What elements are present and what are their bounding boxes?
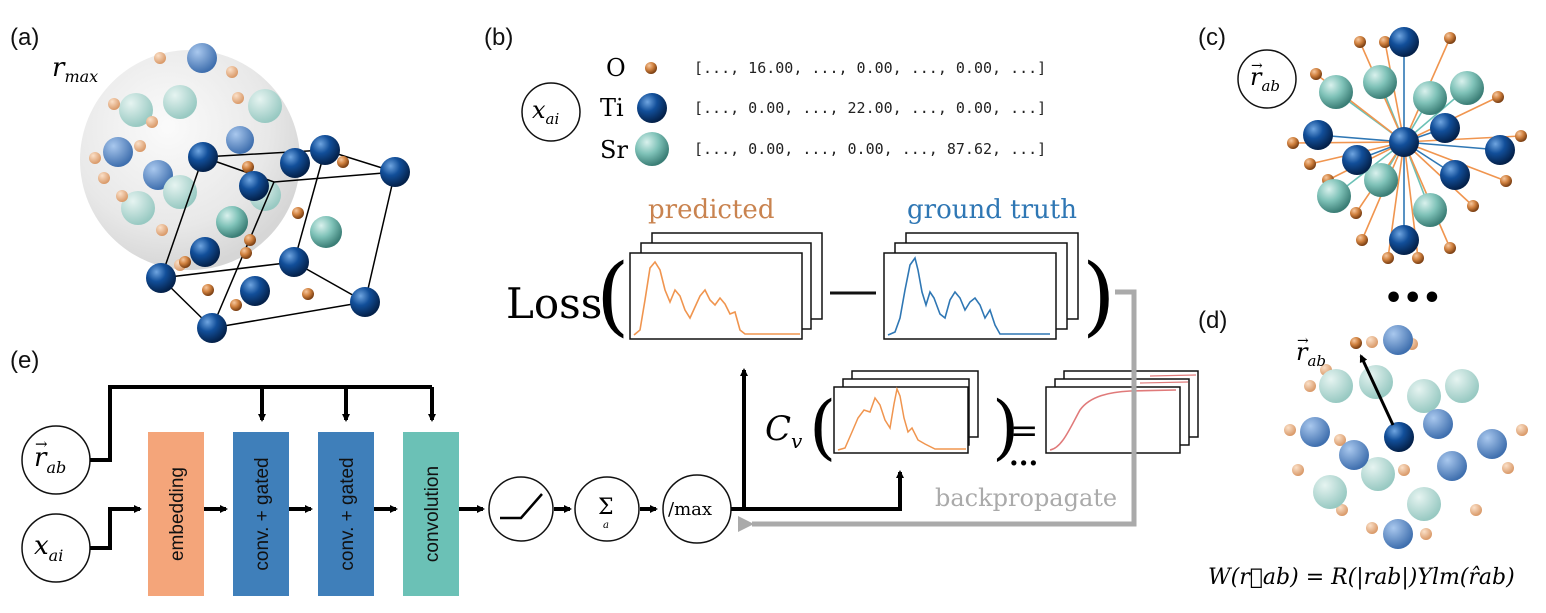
panel-b-encoding: xai O [..., 16.00, ..., 0.00, ..., 0.00,… — [521, 54, 1046, 166]
sum-symbol: Σ — [598, 495, 614, 520]
conv-gated-block-1: conv. + gated — [233, 432, 289, 596]
center-ti-atom — [1384, 422, 1414, 452]
atom-vector-sr: [..., 0.00, ..., 0.00, ..., 87.62, ...] — [694, 140, 1046, 158]
relu-node — [488, 476, 554, 542]
panel-b-loss: predicted ground truth Loss ( ) — [506, 195, 1116, 346]
ground-truth-label: ground truth — [907, 195, 1077, 225]
loss-close-paren: ) — [1082, 246, 1116, 346]
ground-truth-curve — [887, 256, 1050, 336]
atom-vector-o: [..., 16.00, ..., 0.00, ..., 0.00, ...] — [694, 59, 1046, 77]
neighbor-atoms — [1287, 27, 1527, 264]
atom-row-o: O [..., 16.00, ..., 0.00, ..., 0.00, ...… — [606, 54, 1046, 82]
panel-label-a: (a) — [10, 24, 39, 51]
cv-output-curve — [1049, 389, 1177, 451]
ground-truth-stack — [883, 232, 1079, 340]
cv-output-curve-back — [1139, 374, 1197, 384]
r-ab-input-label: rab — [34, 443, 66, 477]
sum-node — [574, 476, 640, 542]
filter-atoms — [1284, 325, 1528, 549]
svg-text:convolution: convolution — [422, 466, 443, 562]
convolution-block: convolution — [403, 432, 459, 596]
max-label: /max — [668, 499, 712, 520]
x-ai-node — [521, 82, 581, 142]
r-ab-vector-arrow — [1359, 354, 1395, 426]
r-ab-input-arrow: → — [35, 435, 48, 453]
output-arrows — [731, 368, 904, 511]
panel-label-b: (b) — [484, 24, 513, 51]
atom-vector-ti: [..., 0.00, ..., 22.00, ..., 0.00, ...] — [694, 99, 1046, 117]
r-ab-node-c-label: rab — [1250, 63, 1280, 95]
sum-subscript: a — [603, 520, 609, 531]
x-ai-to-embedding — [90, 505, 142, 550]
filter-formula: W(r⃗ab) = R(|rab|)Ylm(r̂ab) — [1208, 565, 1515, 590]
backprop-label: backpropagate — [935, 484, 1117, 512]
svg-text:embedding: embedding — [167, 467, 188, 561]
panel-label-d: (d) — [1198, 307, 1227, 334]
x-ai-node-label: xai — [532, 96, 559, 128]
loss-open-paren: ( — [596, 246, 630, 346]
panel-a-crystal: rmax — [52, 43, 410, 343]
r-ab-distribution — [90, 385, 436, 462]
embedding-block: embedding — [148, 432, 204, 596]
backprop-path: backpropagate — [738, 289, 1137, 532]
atom-symbol-ti: Ti — [600, 94, 624, 122]
atom-symbol-o: O — [606, 54, 626, 82]
sr-atom-icon — [635, 132, 669, 166]
unit-cell-atoms — [146, 135, 410, 343]
backprop-line — [738, 289, 1137, 532]
panel-e-network: rab → xai embedding conv. + gated conv. … — [21, 368, 904, 596]
r-ab-node-c — [1237, 49, 1297, 109]
atom-symbol-sr: Sr — [600, 136, 628, 164]
svg-text:conv. + gated: conv. + gated — [252, 457, 273, 570]
atom-row-sr: Sr [..., 0.00, ..., 0.00, ..., 87.62, ..… — [600, 132, 1046, 166]
r-ab-vector-label: rab — [1296, 338, 1326, 370]
loss-label: Loss — [506, 279, 602, 328]
equals-sign: = — [1010, 411, 1039, 451]
cv-input-curve — [837, 386, 966, 451]
cv-input-stack — [833, 370, 979, 454]
r-ab-node-c-arrow: → — [1251, 58, 1263, 74]
cv-open-paren: ( — [809, 386, 836, 468]
svg-text:conv. + gated: conv. + gated — [337, 457, 358, 570]
panel-c-graph: rab → — [1237, 27, 1527, 264]
target-o-atom — [1350, 337, 1362, 349]
cv-close-paren: ) — [992, 386, 1019, 468]
r-ab-vector-label-arrow: → — [1297, 333, 1309, 349]
o-atom-icon — [645, 62, 657, 74]
x-ai-input-label: xai — [34, 531, 63, 565]
ellipsis: ... — [1009, 439, 1038, 472]
panel-label-e: (e) — [10, 347, 39, 374]
panel-b-cv: Cv ( ) = ... — [765, 370, 1199, 472]
r-max-label: rmax — [52, 53, 98, 86]
predicted-label: predicted — [648, 195, 774, 225]
continuation-dots: ••• — [1384, 281, 1442, 316]
predicted-stack — [629, 232, 823, 340]
panel-label-c: (c) — [1198, 24, 1226, 51]
conv-gated-block-2: conv. + gated — [318, 432, 374, 596]
ti-atom-icon — [637, 93, 667, 123]
cv-label: Cv — [765, 409, 803, 453]
panel-d-filter: rab → W(r⃗ab) = R(|rab|)Ylm(r̂ab) — [1208, 325, 1528, 590]
cv-output-stack — [1045, 370, 1199, 454]
predicted-curve — [633, 260, 800, 336]
sphere-atoms — [89, 43, 282, 271]
atom-row-ti: Ti [..., 0.00, ..., 22.00, ..., 0.00, ..… — [600, 93, 1046, 123]
relu-icon — [500, 493, 543, 520]
